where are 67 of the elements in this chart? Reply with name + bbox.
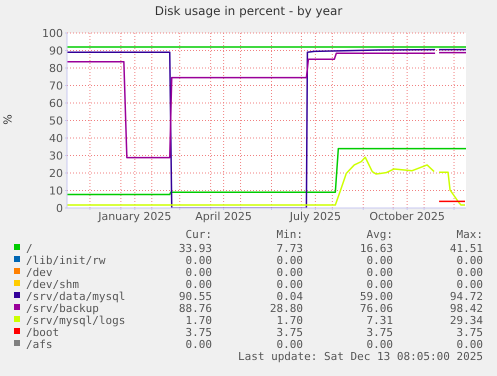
y-tick-label: 30 [49, 149, 63, 162]
text: 7.73 [276, 242, 303, 255]
text: 98.42 [450, 302, 483, 315]
y-tick-label: 60 [49, 96, 63, 110]
x-tick-label: January 2025 [97, 210, 172, 223]
text: 76.06 [360, 302, 393, 315]
text: 0.00 [186, 266, 212, 279]
text: 29.34 [450, 314, 483, 327]
text: 3.75 [276, 326, 303, 339]
text: 0.00 [456, 338, 483, 351]
legend-label: /srv/data/mysql [26, 290, 126, 303]
text: 28.80 [270, 302, 303, 315]
y-tick-label: 80 [49, 62, 63, 75]
legend-label: /afs [26, 338, 52, 351]
y-tick-label: 20 [49, 166, 63, 180]
text: 0.00 [366, 266, 393, 279]
text: 0.00 [276, 254, 303, 267]
legend-label: /dev/shm [26, 278, 79, 291]
text: 0.00 [366, 338, 393, 351]
x-tick-label: July 2025 [288, 210, 342, 223]
legend-label: /dev [26, 266, 52, 279]
text: 7.31 [366, 314, 393, 327]
text: 0.00 [456, 266, 483, 279]
text: 0.00 [366, 278, 393, 291]
y-tick-label: 50 [49, 114, 63, 128]
legend-label: /srv/backup [26, 302, 99, 315]
legend-label: /srv/mysql/logs [26, 314, 126, 327]
text: 16.63 [360, 242, 393, 255]
y-tick-label: 100 [42, 26, 63, 40]
text: 0.00 [186, 338, 212, 351]
text: 88.76 [178, 302, 212, 315]
text: 1.70 [186, 314, 212, 327]
y-tick-label: 40 [49, 132, 63, 145]
text: 59.00 [360, 290, 393, 303]
text: Min: [276, 228, 303, 241]
x-tick-label: October 2025 [369, 210, 445, 223]
text: Max: [456, 228, 483, 241]
text: 3.75 [456, 326, 483, 339]
y-tick-label: 70 [49, 79, 63, 92]
text: Avg: [366, 228, 393, 241]
text: 33.93 [178, 242, 212, 255]
text: 41.51 [450, 242, 483, 255]
y-tick-label: 0 [56, 202, 63, 215]
text: 1.70 [276, 314, 303, 327]
text: 0.00 [456, 278, 483, 291]
legend-label: /boot [26, 326, 60, 339]
y-tick-label: 10 [49, 184, 63, 198]
text: 0.00 [276, 338, 303, 351]
text: 90.55 [178, 290, 212, 303]
text: Last update: Sat Dec 13 08:05:00 2025 [238, 350, 483, 363]
text: 94.72 [450, 290, 483, 303]
y-axis-title: % [2, 114, 15, 125]
text: 0.00 [186, 278, 212, 291]
text: 3.75 [366, 326, 393, 339]
text: Cur: [186, 228, 212, 241]
y-tick-label: 90 [49, 44, 63, 58]
legend-label: / [26, 242, 33, 255]
legend-label: /lib/init/rw [26, 254, 106, 267]
text: 3.75 [186, 326, 212, 339]
text: 0.04 [276, 290, 303, 303]
text: 0.00 [366, 254, 393, 267]
chart-title: Disk usage in percent - by year [154, 4, 344, 18]
text: 0.00 [186, 254, 212, 267]
text: 0.00 [276, 266, 303, 279]
text: 0.00 [456, 254, 483, 267]
text: 0.00 [276, 278, 303, 291]
x-tick-label: April 2025 [195, 210, 252, 223]
